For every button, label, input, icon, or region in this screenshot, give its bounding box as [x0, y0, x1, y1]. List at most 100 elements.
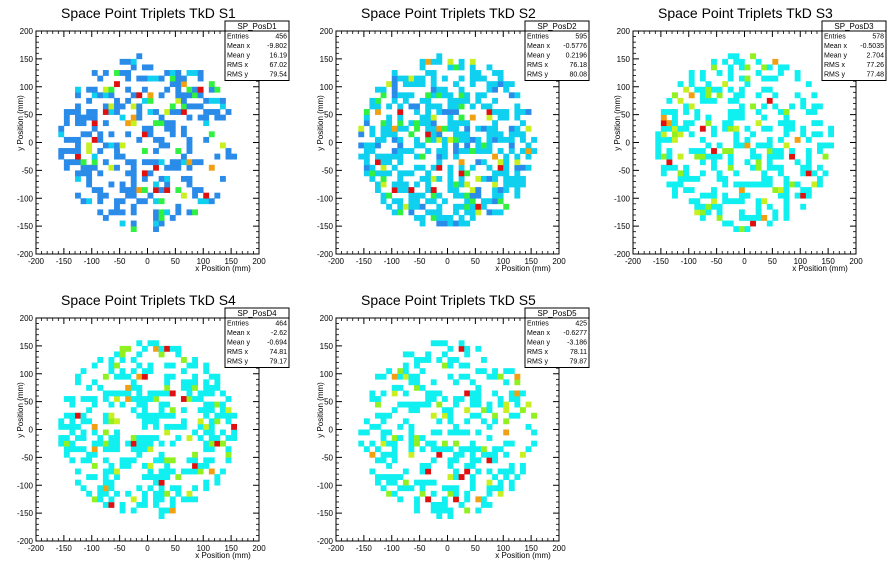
histogram-bin [108, 92, 115, 99]
histogram-bin [203, 440, 210, 447]
histogram-bin [86, 457, 93, 464]
histogram-bin [231, 423, 238, 430]
histogram-bin [141, 396, 148, 402]
histogram-bin [214, 474, 221, 480]
histogram-bin [508, 390, 515, 397]
histogram-bin [225, 435, 232, 441]
histogram-bin [794, 159, 801, 166]
histogram-bin [375, 181, 381, 188]
y-tick-label: 200 [617, 27, 631, 36]
histogram-bin [492, 125, 498, 132]
histogram-bin [402, 390, 409, 397]
histogram-bin [683, 109, 690, 115]
histogram-bin [414, 136, 420, 143]
histogram-bin [86, 198, 93, 205]
histogram-bin [711, 192, 717, 199]
histogram-bin [436, 159, 443, 166]
histogram-bin [219, 429, 226, 436]
histogram-bin [414, 507, 420, 514]
stats-label: Entries [527, 34, 549, 41]
histogram-bin [108, 164, 115, 171]
histogram-bin [119, 457, 126, 464]
histogram-bin [380, 451, 387, 458]
histogram-bin [158, 351, 165, 358]
histogram-bin [386, 192, 393, 199]
histogram-bin [436, 53, 443, 60]
histogram-bin [772, 187, 779, 193]
histogram-bin [141, 125, 148, 132]
histogram-bin [164, 468, 171, 475]
histogram-bin [419, 120, 426, 127]
histogram-bin [514, 109, 521, 115]
histogram-bin [419, 153, 426, 160]
y-tick-label: -100 [317, 194, 334, 203]
histogram-bin [677, 125, 684, 132]
histogram-bin [414, 81, 420, 88]
histogram-bin [766, 175, 773, 182]
histogram-bin [419, 357, 426, 363]
histogram-bin [447, 474, 454, 480]
y-axis-label: y Position (mm) [16, 95, 25, 151]
histogram-bin [186, 103, 193, 110]
histogram-bin [480, 501, 487, 508]
histogram-bin [660, 109, 667, 115]
histogram-bin [158, 92, 165, 99]
histogram-bin [694, 86, 701, 93]
histogram-bin [75, 136, 81, 143]
histogram-bin [141, 435, 148, 441]
y-tick-label: -200 [317, 537, 334, 546]
histogram-bin [114, 396, 120, 402]
stats-value: -0.5776 [563, 43, 587, 50]
histogram-bin [458, 120, 465, 127]
x-tick-label: 0 [445, 257, 450, 266]
histogram-bin [414, 373, 420, 380]
histogram-bin [169, 407, 176, 414]
histogram-bin [772, 92, 779, 99]
histogram-bin [147, 368, 154, 375]
histogram-bin [97, 75, 104, 82]
histogram-bin [91, 86, 98, 93]
histogram-bin [102, 396, 109, 402]
histogram-bin [783, 125, 790, 132]
histogram-bin [375, 159, 381, 166]
histogram-bin [419, 368, 426, 375]
histogram-bin [783, 131, 790, 138]
histogram-bin [733, 125, 740, 132]
histogram-bin [464, 507, 471, 514]
y-tick-label: -150 [317, 222, 334, 231]
histogram-bin [391, 92, 398, 99]
histogram-bin [733, 142, 740, 149]
histogram-bin [386, 368, 393, 375]
histogram-bin [688, 75, 695, 82]
histogram-bin [525, 109, 532, 115]
histogram-bin [666, 109, 673, 115]
histogram-bin [369, 142, 376, 149]
histogram-bin [58, 423, 65, 430]
histogram-bin [69, 446, 76, 453]
histogram-bin [208, 429, 215, 436]
histogram-bin [169, 423, 176, 430]
histogram-bin [108, 142, 115, 149]
histogram-bin [486, 114, 493, 121]
histogram-bin [369, 170, 376, 177]
histogram-bin [369, 390, 376, 397]
histogram-bin [97, 384, 104, 391]
stats-label: Entries [227, 321, 249, 328]
y-tick-label: 0 [329, 426, 334, 435]
histogram-bin [492, 373, 498, 380]
histogram-bin [419, 468, 426, 475]
histogram-bin [469, 136, 476, 143]
histogram-bin [414, 479, 420, 486]
histogram-bin [397, 198, 404, 205]
histogram-bin [86, 418, 93, 425]
histogram-bin [414, 142, 420, 149]
histogram-bin [358, 125, 365, 132]
histogram-bin [136, 440, 143, 447]
histogram-bin [169, 164, 176, 171]
histogram-bin [519, 407, 526, 414]
histogram-bin [108, 362, 115, 369]
histogram-bin [744, 75, 751, 82]
histogram-bin [380, 198, 387, 205]
histogram-bin [219, 401, 226, 408]
histogram-bin [458, 170, 465, 177]
